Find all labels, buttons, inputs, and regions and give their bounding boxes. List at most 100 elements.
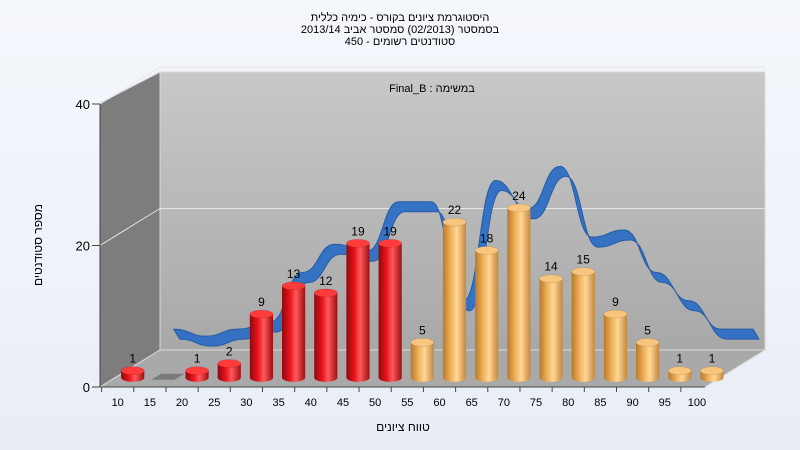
bar-top xyxy=(700,366,724,375)
bar-body xyxy=(217,363,241,382)
bar-top xyxy=(539,274,563,284)
bar-value-label: 5 xyxy=(644,323,651,337)
bar-value-label: 19 xyxy=(383,224,397,238)
bar-body xyxy=(282,285,306,382)
x-tick-label: 75 xyxy=(530,397,542,409)
bar-empty xyxy=(151,373,185,380)
bar-top xyxy=(635,338,660,347)
x-tick-label: 10 xyxy=(112,397,124,409)
bar-top xyxy=(667,366,692,375)
bar: 5 xyxy=(410,323,435,382)
title-line-2: בסמסטר (02/2013) סמסטר אביב 2013/14 xyxy=(300,24,500,36)
x-tick-label: 40 xyxy=(305,397,317,409)
bar: 18 xyxy=(474,231,499,382)
x-tick-label: 15 xyxy=(144,397,156,409)
x-tick-label: 25 xyxy=(208,397,220,409)
x-tick-label: 100 xyxy=(688,397,706,409)
bar-value-label: 13 xyxy=(287,267,301,281)
bar-top xyxy=(313,288,338,298)
bar-top xyxy=(120,366,145,375)
bar-body xyxy=(603,314,627,382)
x-tick-label: 85 xyxy=(594,397,606,409)
bar: 1 xyxy=(700,352,724,382)
bar: 22 xyxy=(442,203,467,382)
bar-value-label: 14 xyxy=(544,260,558,274)
x-tick-label: 45 xyxy=(337,397,349,409)
y-tick-label: 0 xyxy=(83,380,90,395)
bar-value-label: 1 xyxy=(676,352,683,366)
bar-value-label: 15 xyxy=(577,253,591,267)
bar-body xyxy=(410,342,434,382)
bar-body xyxy=(378,243,402,382)
bar: 9 xyxy=(603,295,628,382)
bar: 1 xyxy=(185,352,209,382)
bar-value-label: 18 xyxy=(480,231,494,245)
bar-top xyxy=(571,267,596,276)
bar-top xyxy=(506,203,531,213)
bar-top xyxy=(378,239,403,248)
x-tick-label: 50 xyxy=(369,397,381,409)
bar-value-label: 24 xyxy=(512,189,526,203)
bar-value-label: 1 xyxy=(129,352,136,366)
x-tick-label: 20 xyxy=(176,397,188,409)
bar: 9 xyxy=(249,295,274,382)
x-tick-label: 65 xyxy=(466,397,478,409)
bar-value-label: 2 xyxy=(226,345,233,359)
bar-value-label: 1 xyxy=(194,352,201,366)
y-axis-label: מספר סטודנטים xyxy=(31,204,45,286)
bar: 24 xyxy=(506,189,531,382)
bar-value-label: 22 xyxy=(448,203,462,217)
bar-body xyxy=(636,342,660,382)
bar-top xyxy=(603,309,628,319)
bar-body xyxy=(475,250,499,382)
bar: 2 xyxy=(217,345,242,382)
gridline-side xyxy=(99,66,161,105)
bar-body xyxy=(539,278,563,382)
bar-body xyxy=(346,243,370,382)
x-tick-label: 80 xyxy=(562,397,574,409)
bar-body xyxy=(507,207,531,382)
bar: 15 xyxy=(571,253,596,382)
bar-top xyxy=(281,281,306,291)
bar: 19 xyxy=(378,224,403,382)
bar: 1 xyxy=(667,352,692,382)
bar-body xyxy=(571,271,595,382)
bar: 13 xyxy=(281,267,306,382)
title-line-1: היסטוגרמת ציונים בקורס - כימיה כללית xyxy=(310,12,490,24)
chart-annotation: במשימה : Final_B xyxy=(389,83,475,95)
bar-top xyxy=(249,309,274,319)
gridlines xyxy=(99,66,765,246)
bar-body xyxy=(314,292,338,382)
bar-value-label: 12 xyxy=(319,274,333,288)
y-tick-label: 20 xyxy=(76,239,90,254)
x-axis-label: טווח ציונים xyxy=(376,420,430,434)
bar-top xyxy=(346,239,370,248)
bar-value-label: 9 xyxy=(612,295,619,309)
side-wall xyxy=(99,71,161,388)
bar-top xyxy=(474,246,499,255)
bar-value-label: 1 xyxy=(709,352,716,366)
x-tick-label: 70 xyxy=(498,397,510,409)
bar: 1 xyxy=(120,352,145,382)
bar: 14 xyxy=(539,260,563,382)
bar-top xyxy=(217,359,242,368)
bar: 5 xyxy=(635,323,660,382)
bar-body xyxy=(249,314,274,382)
bar-top xyxy=(185,366,209,375)
bar: 19 xyxy=(346,224,370,382)
bar-body xyxy=(442,222,467,382)
gridline-side xyxy=(99,208,161,246)
title-line-3: סטודנטים רשומים - 450 xyxy=(344,36,456,48)
bar-value-label: 19 xyxy=(351,224,365,238)
bar-value-label: 5 xyxy=(419,323,426,337)
bar-top xyxy=(410,338,435,347)
x-tick-label: 60 xyxy=(433,397,445,409)
x-tick-label: 95 xyxy=(659,397,671,409)
x-tick-label: 55 xyxy=(401,397,413,409)
chart-title: היסטוגרמת ציונים בקורס - כימיה כללית בסמ… xyxy=(0,12,800,48)
x-tick-label: 90 xyxy=(626,397,638,409)
